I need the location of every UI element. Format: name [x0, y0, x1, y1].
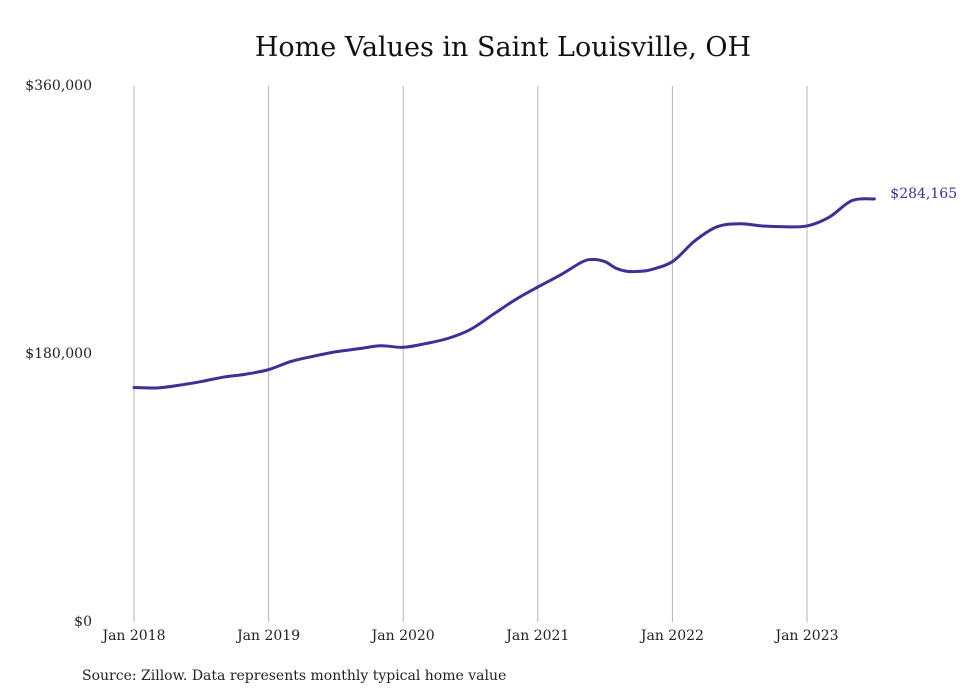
x-tick-label: Jan 2019 [235, 628, 300, 644]
x-tick-label: Jan 2021 [504, 628, 569, 644]
series-line [132, 197, 876, 390]
x-tick-label: Jan 2022 [639, 628, 704, 644]
x-tick-label: Jan 2020 [370, 628, 435, 644]
y-tick-label: $360,000 [25, 78, 92, 94]
y-axis: $0 $180,000 $360,000 [25, 78, 92, 630]
x-tick-label: Jan 2023 [773, 628, 838, 644]
chart-title: Home Values in Saint Louisville, OH [254, 32, 752, 63]
series-end-label: $284,165 [890, 186, 957, 202]
series-layer: $284,165 [132, 186, 957, 390]
x-axis: Jan 2018 Jan 2019 Jan 2020 Jan 2021 Jan 2022… [100, 628, 838, 644]
source-note: Source: Zillow. Data represents monthly … [82, 668, 507, 684]
y-tick-label: $180,000 [25, 346, 92, 362]
gridlines [133, 86, 808, 622]
x-tick-label: Jan 2018 [100, 628, 165, 644]
y-tick-label: $0 [74, 614, 92, 630]
